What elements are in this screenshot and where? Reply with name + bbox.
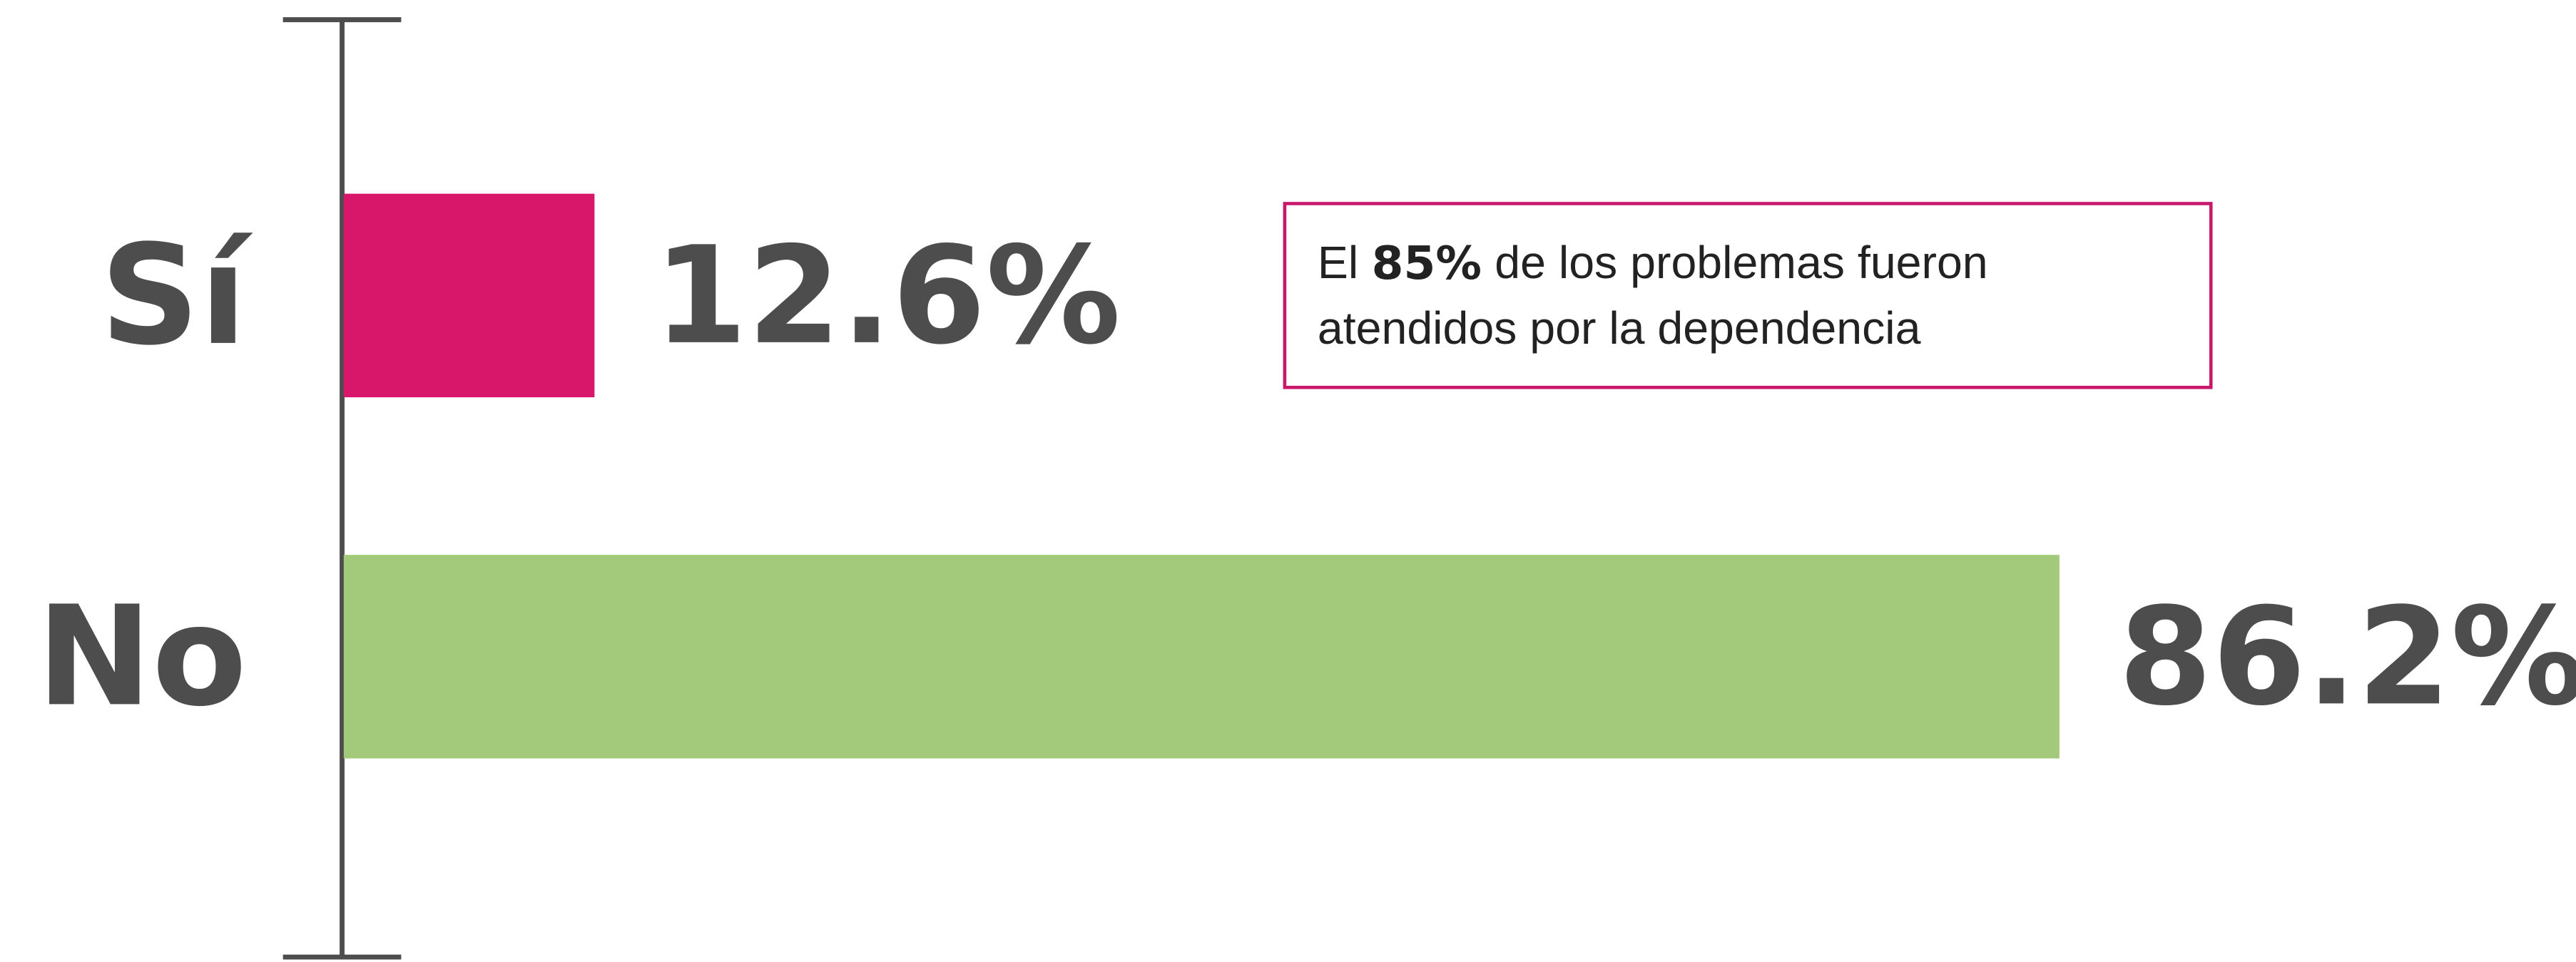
annotation-text: de los problemas fueron — [1495, 237, 1987, 288]
category-label: No — [36, 576, 247, 737]
annotation-box — [1283, 202, 2213, 389]
value-label: 12.6% — [653, 218, 1121, 374]
annotation-text: El — [1318, 237, 1358, 288]
category-label: Sí — [100, 215, 253, 376]
annotation-text: atendidos por la dependencia — [1318, 302, 1921, 354]
bar — [343, 555, 2060, 759]
bar — [343, 193, 595, 398]
annotation-line: El 85% de los problemas fueron — [1318, 236, 1988, 290]
value-label: 86.2% — [2119, 578, 2576, 735]
annotation-highlight: 85% — [1372, 236, 1482, 290]
